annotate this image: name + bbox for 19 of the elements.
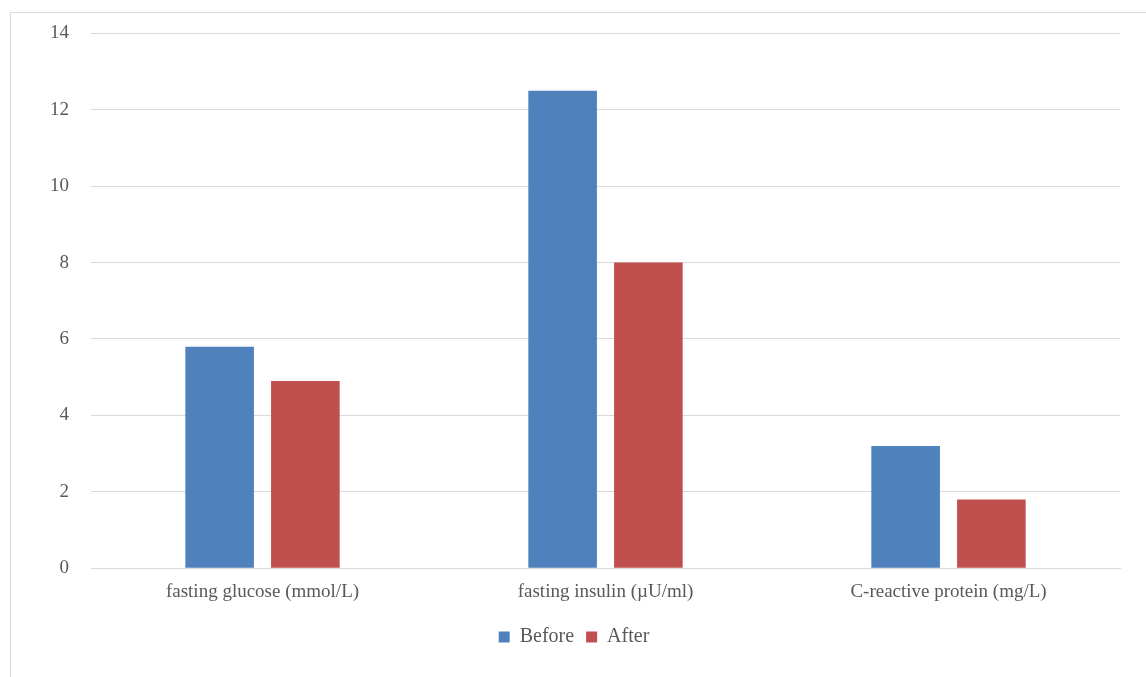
bar (271, 381, 340, 568)
y-tick-label: 12 (50, 97, 69, 119)
y-tick-label: 8 (59, 250, 69, 272)
y-tick-label: 4 (59, 403, 70, 425)
legend-label: After (607, 624, 650, 647)
x-tick-label: fasting insulin (µU/ml) (517, 579, 694, 602)
bar (957, 499, 1026, 568)
y-tick-label: 0 (59, 556, 69, 578)
y-tick-label: 6 (59, 326, 69, 348)
bar (185, 346, 254, 568)
y-tick-label: 10 (50, 174, 69, 196)
bar (871, 445, 940, 568)
legend-label: Before (519, 624, 575, 647)
x-tick-label: fasting glucose (mmol/L) (165, 579, 360, 602)
x-tick-label: C-reactive protein (mg/L) (850, 579, 1047, 602)
bar (614, 262, 683, 568)
bar (528, 90, 597, 568)
y-tick-label: 14 (50, 21, 70, 43)
y-tick-label: 2 (59, 479, 69, 501)
